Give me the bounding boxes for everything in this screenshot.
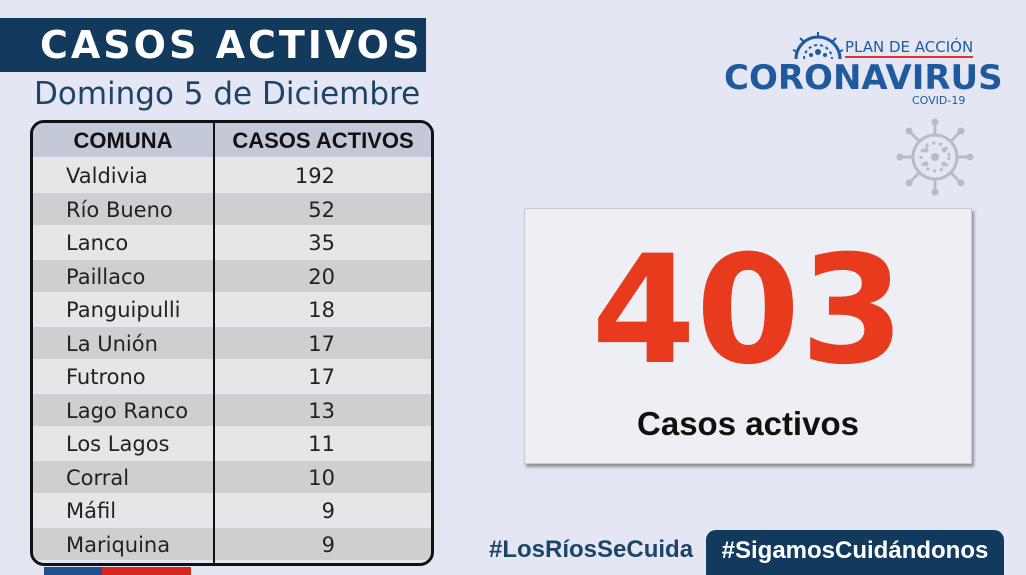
logo-sub-text: COVID-19 bbox=[912, 94, 966, 107]
table-row: Panguipulli 18 bbox=[33, 293, 431, 325]
table-row: Mariquina 9 bbox=[33, 527, 431, 560]
comuna-cell: Corral bbox=[66, 465, 130, 490]
casos-cell: 20 bbox=[308, 264, 335, 289]
comuna-cell: Panguipulli bbox=[66, 298, 181, 322]
page-title: CASOS ACTIVOS bbox=[40, 23, 423, 67]
table-row: Futrono 17 bbox=[33, 360, 431, 392]
flag-red-stripe bbox=[102, 567, 191, 575]
comuna-cell: Futrono bbox=[66, 365, 146, 389]
casos-cell: 9 bbox=[321, 499, 335, 523]
casos-cell: 192 bbox=[294, 164, 335, 188]
total-cases-value: 403 bbox=[591, 224, 905, 398]
comuna-cell: Los Lagos bbox=[66, 432, 170, 456]
column-header-casos: CASOS ACTIVOS bbox=[232, 128, 414, 153]
flag-blue-stripe bbox=[44, 567, 102, 575]
table-row: Valdivia 192 bbox=[33, 159, 431, 191]
table-row: La Unión 17 bbox=[33, 326, 431, 359]
comuna-cell: Valdivia bbox=[66, 164, 148, 188]
casos-cell: 35 bbox=[308, 231, 335, 255]
comuna-cell: Río Bueno bbox=[66, 197, 173, 222]
total-cases-label: Casos activos bbox=[637, 405, 859, 442]
table-row: Río Bueno 52 bbox=[33, 192, 431, 225]
table-row: Lanco 35 bbox=[33, 226, 431, 258]
date-subtitle: Domingo 5 de Diciembre bbox=[34, 76, 421, 112]
total-cases-card: 403 Casos activos bbox=[524, 208, 972, 464]
casos-cell: 9 bbox=[321, 532, 335, 557]
casos-cell: 11 bbox=[308, 432, 335, 456]
flag-stripe bbox=[44, 567, 191, 575]
coronavirus-logo: PLAN DE ACCIÓN CORONAVIRUS COVID-19 bbox=[720, 30, 1003, 110]
table-row: Paillaco 20 bbox=[33, 259, 431, 292]
table-row: Los Lagos 11 bbox=[33, 427, 431, 459]
casos-cell: 17 bbox=[308, 331, 335, 356]
comuna-cell: Lanco bbox=[66, 231, 129, 255]
comuna-cell: Lago Ranco bbox=[66, 398, 189, 423]
casos-cell: 13 bbox=[308, 398, 335, 423]
table-header: COMUNA CASOS ACTIVOS bbox=[33, 123, 431, 157]
virus-icon bbox=[896, 118, 974, 196]
comuna-cell: Paillaco bbox=[66, 264, 146, 289]
hashtag-sigamos: #SigamosCuidándonos bbox=[706, 530, 1004, 575]
table-row: Corral 10 bbox=[33, 460, 431, 493]
comuna-cell: Mariquina bbox=[66, 532, 171, 557]
comuna-cell: Máfil bbox=[66, 499, 117, 523]
table-row: Máfil 9 bbox=[33, 494, 431, 526]
casos-cell: 17 bbox=[308, 365, 335, 389]
logo-plan-text: PLAN DE ACCIÓN bbox=[845, 38, 974, 58]
column-divider bbox=[213, 123, 215, 563]
title-banner: CASOS ACTIVOS bbox=[0, 18, 426, 72]
logo-main-text: CORONAVIRUS bbox=[724, 58, 1003, 98]
virus-icon bbox=[792, 32, 844, 60]
comuna-cell: La Unión bbox=[66, 331, 158, 356]
casos-cell: 10 bbox=[308, 465, 335, 490]
table-row: Lago Ranco 13 bbox=[33, 393, 431, 426]
casos-cell: 18 bbox=[308, 298, 335, 322]
casos-cell: 52 bbox=[308, 197, 335, 222]
column-header-comuna: COMUNA bbox=[73, 128, 173, 153]
hashtag-los-rios: #LosRíosSeCuida bbox=[489, 536, 694, 563]
cases-table: COMUNA CASOS ACTIVOS Valdivia 192 Río Buen… bbox=[30, 120, 434, 566]
